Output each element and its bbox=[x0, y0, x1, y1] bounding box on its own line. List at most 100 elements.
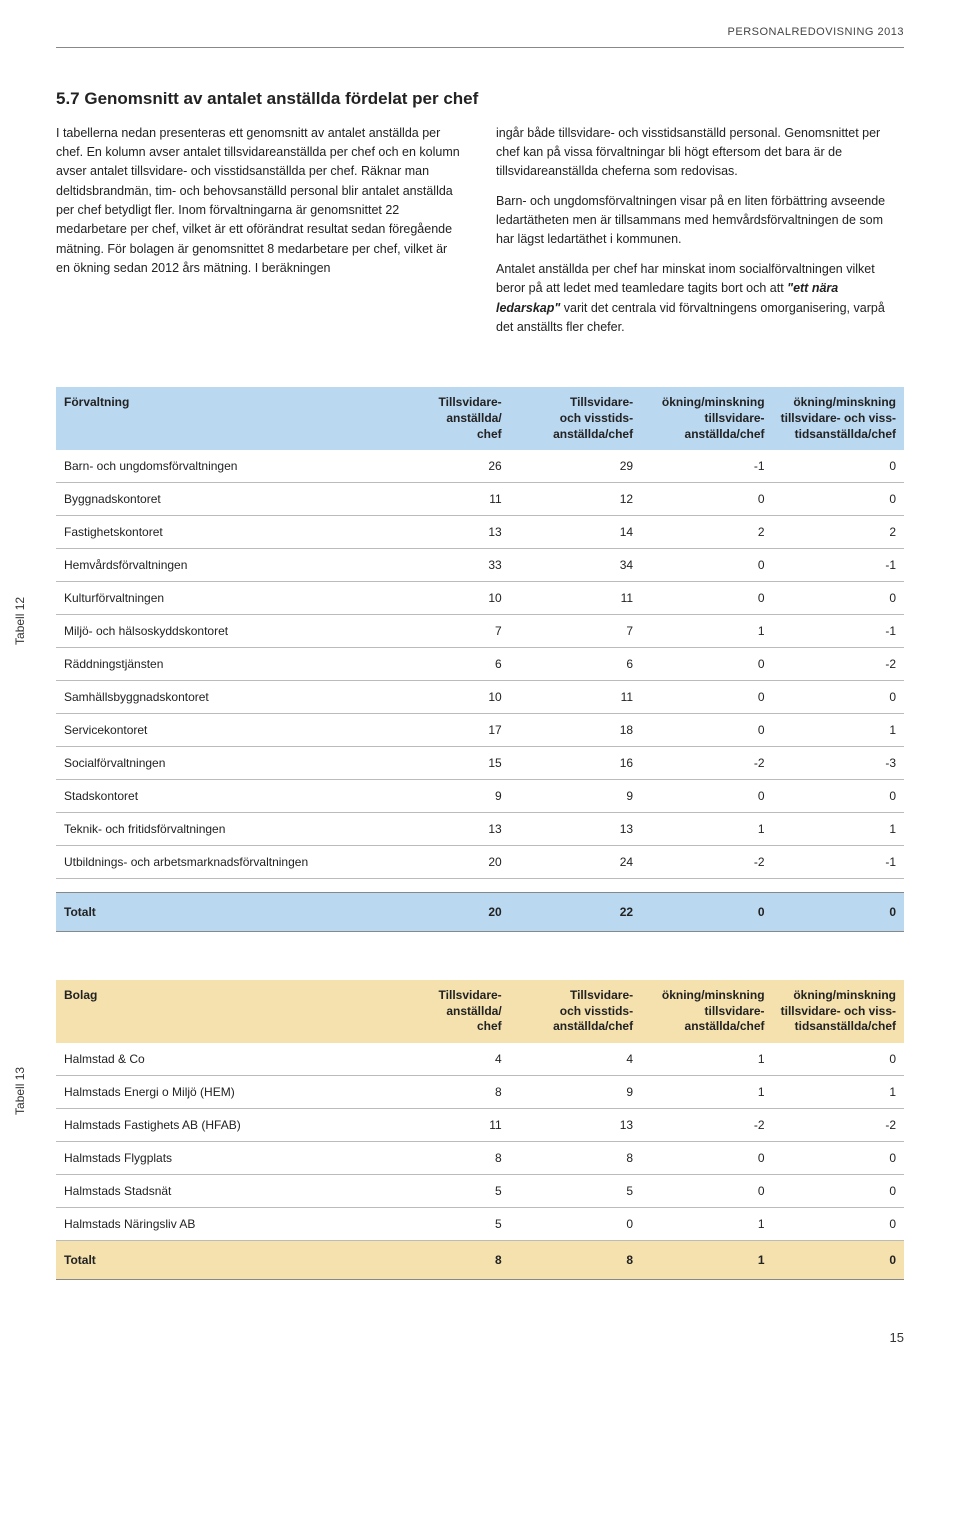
t1-h4-l3: tidsanställda/chef bbox=[795, 427, 896, 441]
table-cell: 9 bbox=[510, 1075, 641, 1108]
header-title: PERSONALREDOVISNING 2013 bbox=[728, 26, 904, 38]
total-cell: 1 bbox=[641, 1240, 772, 1279]
t2-h0-l1: Bolag bbox=[64, 988, 97, 1002]
col-left: I tabellerna nedan presenteras ett genom… bbox=[56, 124, 464, 348]
table-cell: 0 bbox=[773, 681, 904, 714]
table-cell: 0 bbox=[641, 648, 772, 681]
table-cell: 8 bbox=[510, 1141, 641, 1174]
total-row: Totalt8810 bbox=[56, 1240, 904, 1279]
table-cell: -2 bbox=[773, 648, 904, 681]
table-cell: Kulturförvaltningen bbox=[56, 582, 378, 615]
t2-h2: Tillsvidare-och visstids-anställda/chef bbox=[510, 980, 641, 1043]
t2-h2-l3: anställda/chef bbox=[553, 1019, 633, 1033]
table-cell: 1 bbox=[641, 813, 772, 846]
total-cell: 0 bbox=[641, 893, 772, 932]
table-cell: 0 bbox=[773, 780, 904, 813]
table-cell: 5 bbox=[378, 1207, 509, 1240]
t2-h1-l2: anställda/ bbox=[446, 1004, 501, 1018]
t2-h3-l1: ökning/minskning bbox=[662, 988, 765, 1002]
t2-h1-l3: chef bbox=[477, 1019, 502, 1033]
col-right: ingår både tillsvidare- och visstidsanst… bbox=[496, 124, 904, 348]
table-cell: 0 bbox=[510, 1207, 641, 1240]
table-row: Samhällsbyggnadskontoret101100 bbox=[56, 681, 904, 714]
table-cell: Miljö- och hälsoskyddskontoret bbox=[56, 615, 378, 648]
t1-h2: Tillsvidare-och visstids-anställda/chef bbox=[510, 387, 641, 450]
t2-h3-l2: tillsvidare- bbox=[705, 1004, 765, 1018]
table-row: Stadskontoret9900 bbox=[56, 780, 904, 813]
table-cell: 11 bbox=[378, 483, 509, 516]
table-cell: Byggnadskontoret bbox=[56, 483, 378, 516]
table-row: Servicekontoret171801 bbox=[56, 714, 904, 747]
table-cell: 9 bbox=[510, 780, 641, 813]
table-cell: Servicekontoret bbox=[56, 714, 378, 747]
t2-h1: Tillsvidare-anställda/chef bbox=[378, 980, 509, 1043]
table-cell: 4 bbox=[510, 1043, 641, 1076]
table-row: Barn- och ungdomsförvaltningen2629-10 bbox=[56, 450, 904, 483]
table12-body: Barn- och ungdomsförvaltningen2629-10Byg… bbox=[56, 450, 904, 932]
table-cell: Halmstads Stadsnät bbox=[56, 1174, 378, 1207]
total-cell: Totalt bbox=[56, 893, 378, 932]
t2-h4-l2: tillsvidare- och viss- bbox=[781, 1004, 896, 1018]
table-cell: 7 bbox=[378, 615, 509, 648]
total-cell: 20 bbox=[378, 893, 509, 932]
table-cell: Barn- och ungdomsförvaltningen bbox=[56, 450, 378, 483]
table-row: Fastighetskontoret131422 bbox=[56, 516, 904, 549]
table-cell: Halmstads Näringsliv AB bbox=[56, 1207, 378, 1240]
total-cell: 8 bbox=[510, 1240, 641, 1279]
t1-h1: Tillsvidare-anställda/chef bbox=[378, 387, 509, 450]
table-cell: 7 bbox=[510, 615, 641, 648]
t1-h4-l2: tillsvidare- och viss- bbox=[781, 411, 896, 425]
table-cell: Stadskontoret bbox=[56, 780, 378, 813]
table-cell: 1 bbox=[773, 813, 904, 846]
table-row: Miljö- och hälsoskyddskontoret771-1 bbox=[56, 615, 904, 648]
table-cell: -2 bbox=[641, 747, 772, 780]
table-row: Utbildnings- och arbetsmarknadsförvaltni… bbox=[56, 846, 904, 879]
table-row: Kulturförvaltningen101100 bbox=[56, 582, 904, 615]
table-row: Halmstads Flygplats8800 bbox=[56, 1141, 904, 1174]
table-cell: 17 bbox=[378, 714, 509, 747]
t2-h2-l2: och visstids- bbox=[560, 1004, 633, 1018]
page-header: PERSONALREDOVISNING 2013 bbox=[56, 24, 904, 48]
spacer-row bbox=[56, 879, 904, 893]
table-cell: Socialförvaltningen bbox=[56, 747, 378, 780]
table-cell: 1 bbox=[773, 1075, 904, 1108]
table-cell: -2 bbox=[641, 1108, 772, 1141]
table-cell: 10 bbox=[378, 681, 509, 714]
table-cell: Teknik- och fritidsförvaltningen bbox=[56, 813, 378, 846]
table13: Bolag Tillsvidare-anställda/chef Tillsvi… bbox=[56, 980, 904, 1280]
t1-h3-l2: tillsvidare- bbox=[705, 411, 765, 425]
table13-head: Bolag Tillsvidare-anställda/chef Tillsvi… bbox=[56, 980, 904, 1043]
table-cell: 11 bbox=[378, 1108, 509, 1141]
table-cell: 26 bbox=[378, 450, 509, 483]
t1-h2-l1: Tillsvidare- bbox=[570, 395, 633, 409]
table-cell: Utbildnings- och arbetsmarknadsförvaltni… bbox=[56, 846, 378, 879]
table-cell: Fastighetskontoret bbox=[56, 516, 378, 549]
table-cell: 10 bbox=[378, 582, 509, 615]
table-cell: 4 bbox=[378, 1043, 509, 1076]
table-cell: 6 bbox=[510, 648, 641, 681]
table-cell: 6 bbox=[378, 648, 509, 681]
table-cell: Halmstads Flygplats bbox=[56, 1141, 378, 1174]
table-cell: 5 bbox=[510, 1174, 641, 1207]
table-cell: Halmstads Fastighets AB (HFAB) bbox=[56, 1108, 378, 1141]
t1-h3-l1: ökning/minskning bbox=[662, 395, 765, 409]
table-cell: 11 bbox=[510, 582, 641, 615]
t2-h4-l3: tidsanställda/chef bbox=[795, 1019, 896, 1033]
table-row: Räddningstjänsten660-2 bbox=[56, 648, 904, 681]
table-cell: 2 bbox=[641, 516, 772, 549]
table12-block: Tabell 12 Förvaltning Tillsvidare-anstäl… bbox=[56, 387, 904, 932]
total-cell: 22 bbox=[510, 893, 641, 932]
table-cell: Halmstad & Co bbox=[56, 1043, 378, 1076]
t1-h4: ökning/minskningtillsvidare- och viss-ti… bbox=[773, 387, 904, 450]
total-cell: 0 bbox=[773, 1240, 904, 1279]
t2-h0: Bolag bbox=[56, 980, 378, 1043]
table-cell: 0 bbox=[641, 780, 772, 813]
t2-h1-l1: Tillsvidare- bbox=[439, 988, 502, 1002]
table-cell: 13 bbox=[510, 813, 641, 846]
table-cell: 0 bbox=[641, 1174, 772, 1207]
t1-h3-l3: anställda/chef bbox=[685, 427, 765, 441]
table-cell: Samhällsbyggnadskontoret bbox=[56, 681, 378, 714]
table-cell: 1 bbox=[641, 1075, 772, 1108]
table-cell: Räddningstjänsten bbox=[56, 648, 378, 681]
table-cell: 8 bbox=[378, 1075, 509, 1108]
